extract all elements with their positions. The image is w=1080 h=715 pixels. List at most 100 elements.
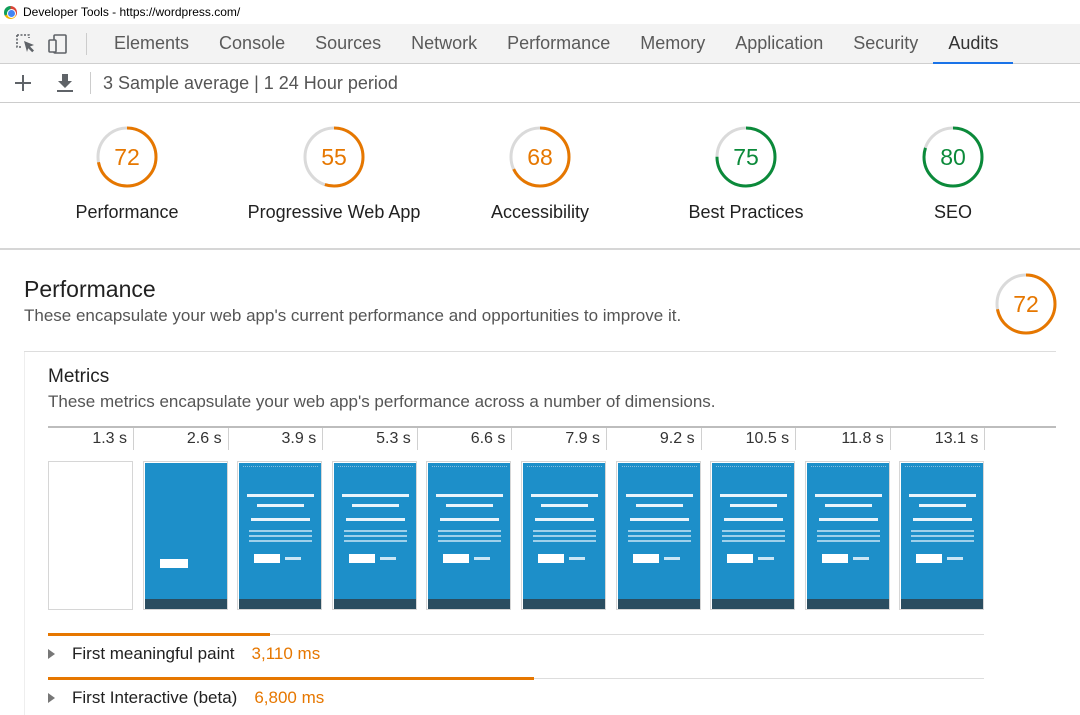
new-audit-button[interactable]: [2, 64, 44, 103]
category-performance[interactable]: 72 Performance: [17, 126, 237, 223]
category-label: Accessibility: [490, 202, 590, 222]
filmstrip-frame: [521, 461, 606, 610]
score-ring-arc: [995, 273, 1057, 335]
score-ring-arc: [509, 126, 571, 188]
performance-score-gauge: 72: [995, 273, 1057, 335]
chrome-icon: [4, 5, 17, 19]
metric-row[interactable]: First Interactive (beta) 6,800 ms: [48, 686, 324, 710]
metric-divider: [48, 634, 984, 635]
timeline-label: 11.8 s: [841, 430, 884, 447]
window-title: Developer Tools - https://wordpress.com/: [23, 5, 241, 19]
report-selector[interactable]: 3 Sample average | 1 24 Hour period: [103, 72, 398, 93]
category-label: Progressive Web App: [247, 202, 421, 222]
expand-triangle-icon[interactable]: [48, 693, 55, 703]
category-best-practices[interactable]: 75 Best Practices: [636, 126, 856, 223]
tab-security[interactable]: Security: [853, 33, 919, 53]
filmstrip-frame: [48, 461, 133, 610]
expand-triangle-icon[interactable]: [48, 649, 55, 659]
score-value: 55: [321, 144, 347, 170]
score-ring: [922, 126, 984, 188]
metrics-description: These metrics encapsulate your web app's…: [48, 392, 716, 411]
inspect-element-icon[interactable]: [10, 24, 42, 63]
category-pwa[interactable]: 55 Progressive Web App: [224, 126, 444, 223]
metric-bar: [48, 633, 270, 636]
score-value: 72: [114, 144, 140, 170]
tab-console[interactable]: Console: [219, 33, 286, 53]
metrics-title: Metrics: [48, 366, 110, 387]
score-ring-arc: [303, 126, 365, 188]
tab-sources[interactable]: Sources: [315, 33, 382, 53]
metric-bar: [48, 677, 534, 680]
tab-performance[interactable]: Performance: [507, 33, 611, 53]
timeline-tick: [133, 428, 134, 450]
score-gauge: 72: [96, 126, 158, 188]
timeline-label: 5.3 s: [376, 430, 411, 447]
score-gauge: 68: [509, 126, 571, 188]
divider: [24, 352, 25, 715]
category-label: Performance: [75, 202, 179, 222]
score-ring-arc: [96, 126, 158, 188]
timeline-tick: [416, 428, 418, 450]
timeline-label: 1.3 s: [92, 430, 127, 447]
timeline-label: 3.9 s: [281, 430, 317, 447]
tab-memory[interactable]: Memory: [640, 33, 706, 53]
plus-icon: [15, 75, 31, 91]
category-summary: 72 Performance 55 Progressive Web App 68…: [0, 104, 1080, 250]
score-gauge: 80: [922, 126, 984, 188]
window-titlebar: Developer Tools - https://wordpress.com/: [0, 0, 1080, 24]
score-ring: [303, 126, 365, 188]
metric-name: First Interactive (beta): [72, 688, 238, 707]
metric-row[interactable]: First meaningful paint 3,110 ms: [48, 642, 320, 666]
section-title: Performance: [24, 276, 156, 302]
metric-value: 6,800 ms: [254, 688, 325, 707]
tab-network[interactable]: Network: [411, 33, 478, 53]
score-value: 80: [940, 144, 966, 170]
category-seo[interactable]: 80 SEO: [843, 126, 1063, 223]
filmstrip-timeline: 1.3 s 2.6 s 3.9 s 5.3 s 6.6 s 7.9 s 9.2 s 10.5 …: [48, 426, 1056, 450]
metric-value: 3,110 ms: [251, 644, 321, 663]
category-accessibility[interactable]: 68 Accessibility: [430, 126, 650, 223]
category-label: SEO: [933, 202, 972, 222]
timeline-tick: [889, 428, 891, 450]
timeline-tick: [984, 428, 986, 450]
timeline-tick: [322, 428, 324, 450]
audits-toolbar: 3 Sample average | 1 24 Hour period: [0, 64, 1080, 103]
timeline-tick: [511, 428, 513, 450]
score-ring: [715, 126, 777, 188]
score-ring: [96, 126, 158, 188]
score-gauge: 55: [303, 126, 365, 188]
download-report-button[interactable]: [44, 64, 86, 103]
filmstrip-frame: [710, 461, 796, 610]
score-ring-arc: [715, 126, 777, 188]
toolbar-separator: [90, 72, 91, 94]
filmstrip-frame: [331, 461, 417, 610]
tab-elements[interactable]: Elements: [114, 33, 190, 53]
timeline-label: 7.9 s: [565, 430, 600, 447]
score-value: 75: [733, 144, 759, 170]
timeline-tick: [227, 428, 229, 450]
section-description: These encapsulate your web app's current…: [24, 306, 682, 325]
timeline-tick: [700, 428, 702, 450]
timeline-tick: [795, 428, 797, 450]
devtools-tabbar: Elements Console Sources Network Perform…: [0, 24, 1080, 64]
timeline-label: 13.1 s: [934, 430, 979, 447]
category-label: Best Practices: [688, 202, 804, 222]
timeline-label: 2.6 s: [186, 430, 222, 447]
filmstrip-frame: [615, 461, 701, 610]
score-ring: [995, 273, 1057, 335]
tab-separator: [86, 32, 87, 55]
metric-name: First meaningful paint: [72, 644, 235, 663]
tab-audits[interactable]: Audits: [933, 24, 1014, 64]
filmstrip-frame: [426, 461, 512, 610]
score-gauge: 75: [715, 126, 777, 188]
timeline-label: 9.2 s: [659, 430, 695, 447]
filmstrip-frame: [142, 461, 228, 610]
download-icon: [57, 74, 73, 92]
score-ring-arc: [922, 126, 984, 188]
score-value: 68: [527, 144, 553, 170]
filmstrip-frame: [899, 461, 985, 610]
timeline-tick: [606, 428, 607, 450]
tab-application[interactable]: Application: [735, 33, 824, 53]
timeline-label: 6.6 s: [470, 430, 506, 447]
device-toolbar-icon[interactable]: [42, 24, 74, 63]
